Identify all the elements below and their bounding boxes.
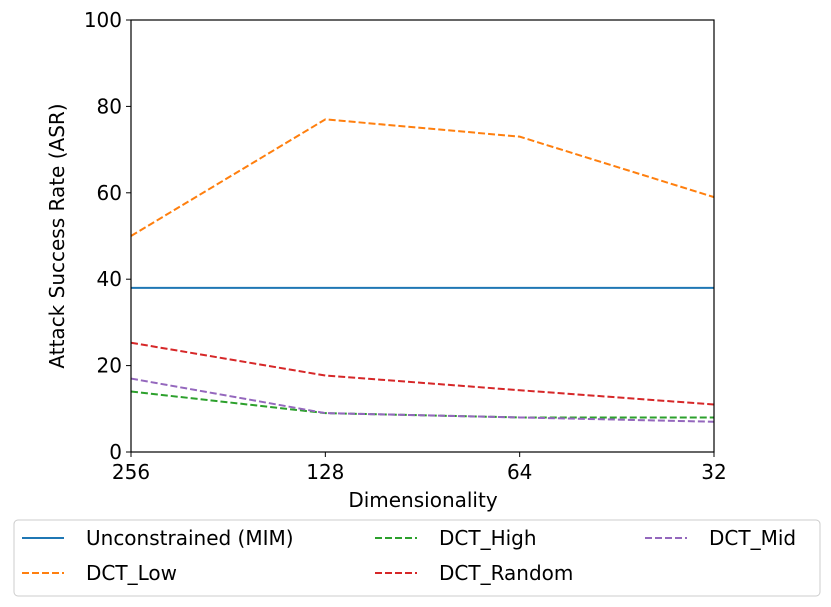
y-tick-label: 60: [97, 181, 122, 205]
y-tick-label: 20: [97, 354, 122, 378]
legend: Unconstrained (MIM) DCT_Low DCT_High DCT_Ra…: [13, 519, 821, 597]
y-tick-label: 40: [97, 267, 122, 291]
x-tick-label: 64: [507, 460, 532, 484]
y-tick-label: 80: [97, 94, 122, 118]
x-tick-label: 256: [112, 460, 150, 484]
series-line-dct-random: [130, 341, 715, 406]
series-line-dct-low: [130, 118, 715, 237]
series-line-dct-mid: [130, 377, 715, 423]
x-tick-label: 32: [701, 460, 726, 484]
x-tick-label: 128: [306, 460, 344, 484]
series-line-dct-high: [130, 390, 714, 419]
legend-label: Unconstrained (MIM): [86, 526, 294, 550]
y-tick-label: 0: [109, 440, 122, 464]
x-axis-label: Dimensionality: [348, 488, 498, 512]
y-axis-label: Attack Success Rate (ASR): [45, 103, 69, 368]
legend-label: DCT_Low: [86, 561, 177, 585]
plot-frame: [130, 19, 715, 453]
legend-box: [13, 519, 821, 597]
legend-label: DCT_High: [439, 526, 537, 550]
y-tick-label: 100: [84, 8, 122, 32]
legend-label: DCT_Mid: [709, 526, 796, 550]
legend-label: DCT_Random: [439, 561, 573, 585]
